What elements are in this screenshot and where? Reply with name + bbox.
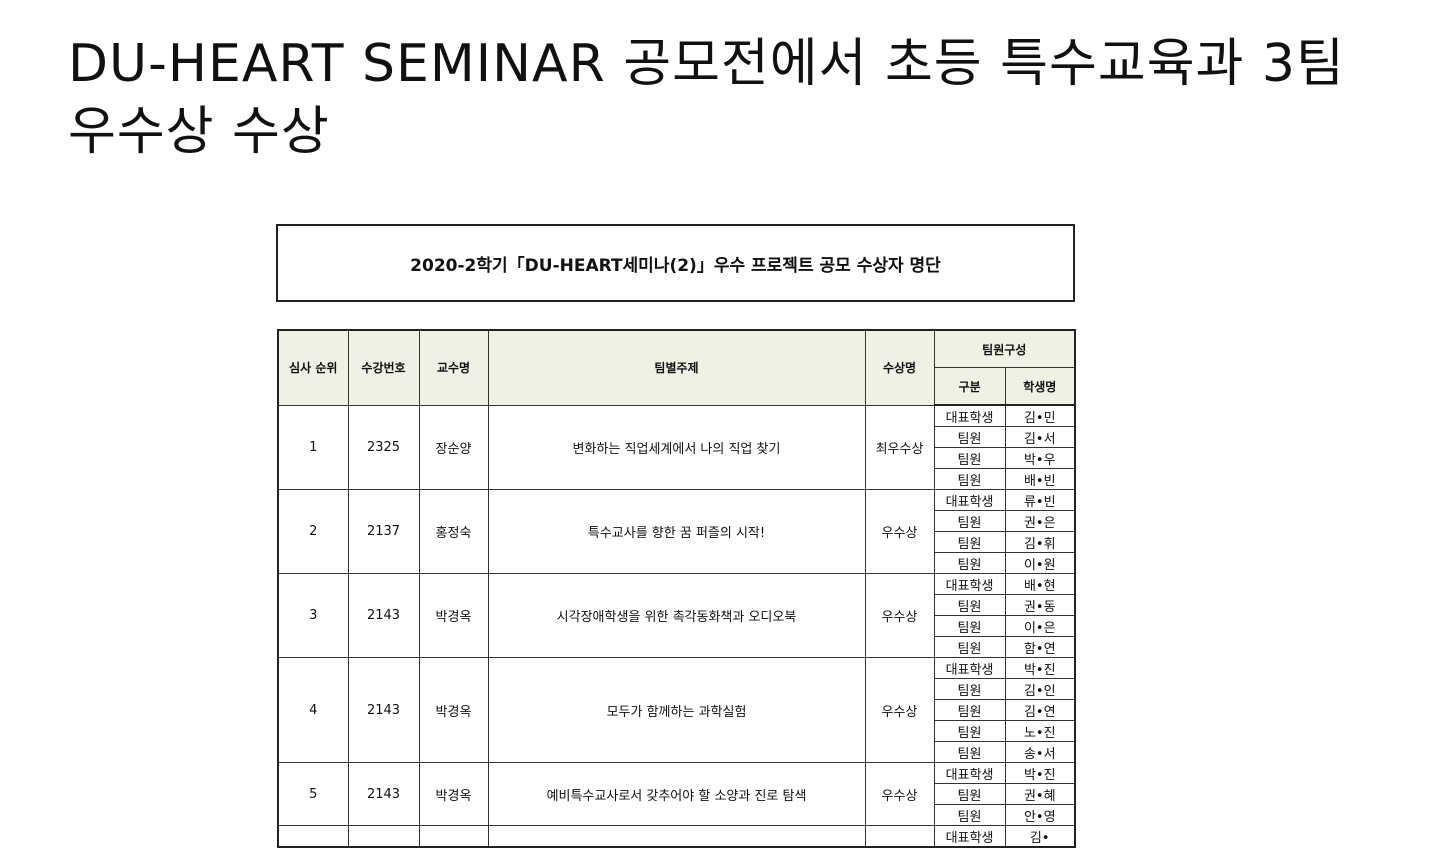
cell-award: 우수상	[864, 657, 935, 763]
table-row: 팀원 김•휘	[278, 531, 1076, 553]
cell-rank: 5	[277, 762, 349, 826]
cell-member-role: 팀원	[933, 426, 1006, 448]
cell-course-no: 2325	[347, 404, 420, 490]
header-award: 수상명	[864, 329, 935, 406]
header-role: 구분	[933, 367, 1006, 406]
cell-rank: 4	[277, 657, 349, 763]
cell-award: 우수상	[864, 489, 935, 574]
cell-award: 최우수상	[864, 404, 935, 490]
cell-member-role: 팀원	[933, 678, 1006, 700]
cell-member-role: 대표학생	[933, 762, 1006, 784]
cell-member-name: 함•연	[1004, 636, 1076, 658]
cell-member-name: 김•연	[1004, 699, 1076, 721]
cell-member-name: 안•영	[1004, 804, 1076, 826]
header-team: 팀원구성	[933, 329, 1076, 368]
table-row: 3 2143 박경옥 시각장애학생을 위한 촉각동화책과 오디오북 우수상 대표학생 배•현	[277, 573, 1076, 658]
table-row: 4 2143 박경옥 모두가 함께하는 과학실험 우수상 대표학생 박•진	[277, 657, 1076, 763]
cell-topic: 모두가 함께하는 과학실험	[487, 657, 866, 763]
cell-topic: 시각장애학생을 위한 촉각동화책과 오디오북	[487, 573, 866, 658]
cell-professor	[418, 825, 489, 848]
cell-course-no: 2137	[347, 489, 420, 574]
cell-member-name: 김•민	[1004, 404, 1076, 427]
cell-course-no: 2143	[347, 762, 420, 826]
cell-member-role: 팀원	[933, 783, 1006, 805]
cell-member-role: 대표학생	[933, 404, 1006, 427]
cell-professor: 홍정숙	[418, 489, 489, 574]
cell-member-role: 대표학생	[933, 489, 1006, 511]
cell-topic	[487, 825, 866, 848]
cell-member-role: 대표학생	[933, 573, 1006, 595]
cell-member-name: 박•진	[1004, 657, 1076, 679]
cell-member-name: 박•우	[1004, 447, 1076, 469]
cell-member-name: 권•동	[1004, 594, 1076, 616]
cell-member-name: 송•서	[1004, 741, 1076, 763]
cell-topic: 특수교사를 향한 꿈 퍼즐의 시작!	[487, 489, 866, 574]
cell-topic: 예비특수교사로서 갖추어야 할 소양과 진로 탐색	[487, 762, 866, 826]
cell-member-role: 팀원	[933, 552, 1006, 574]
table-row: 5 2143 박경옥 예비특수교사로서 갖추어야 할 소양과 진로 탐색 우수상 대표학생…	[277, 762, 1076, 826]
cell-member-role: 팀원	[933, 468, 1006, 490]
cell-member-name: 김•인	[1004, 678, 1076, 700]
cell-member-role: 팀원	[933, 447, 1006, 469]
table-row: 2 2137 홍정숙 특수교사를 향한 꿈 퍼즐의 시작! 우수상 대표학생 류•빈	[277, 489, 1076, 574]
cell-member-name: 배•빈	[1004, 468, 1076, 490]
cell-award: 우수상	[864, 762, 935, 826]
cell-member-role: 팀원	[933, 636, 1006, 658]
cell-member-role: 팀원	[933, 531, 1006, 553]
header-topic: 팀별주제	[487, 329, 866, 406]
cell-course-no: 2143	[347, 573, 420, 658]
table-row: 대표학생 김•	[277, 825, 1076, 848]
cell-member-role: 팀원	[933, 741, 1006, 763]
table-body: 1 2325 장순양 변화하는 직업세계에서 나의 직업 찾기 최우수상 대표학생 김•민 팀…	[277, 404, 1076, 848]
cell-member-role: 팀원	[933, 594, 1006, 616]
table-row: 팀원 송•서	[278, 741, 1076, 763]
table-row: 팀원 배•빈	[278, 468, 1076, 490]
cell-member-name: 배•현	[1004, 573, 1076, 595]
cell-rank	[277, 825, 349, 848]
cell-member-role: 팀원	[933, 615, 1006, 637]
page-headline: DU-HEART SEMINAR 공모전에서 초등 특수교육과 3팀 우수상 수…	[68, 34, 1345, 162]
cell-rank: 3	[277, 573, 349, 658]
table-caption: 2020-2학기「DU-HEART세미나(2)」우수 프로젝트 공모 수상자 명…	[276, 224, 1075, 302]
cell-member-role: 팀원	[933, 699, 1006, 721]
table-row: 팀원 김•인	[278, 678, 1076, 700]
cell-member-name: 김•서	[1004, 426, 1076, 448]
cell-member-role: 대표학생	[933, 825, 1006, 848]
table-row: 팀원 함•연	[278, 636, 1076, 658]
header-rank: 심사 순위	[277, 329, 349, 406]
cell-professor: 박경옥	[418, 762, 489, 826]
header-course-no: 수강번호	[347, 329, 420, 406]
cell-professor: 장순양	[418, 404, 489, 490]
cell-course-no: 2143	[347, 657, 420, 763]
cell-member-name: 이•원	[1004, 552, 1076, 574]
cell-member-name: 노•진	[1004, 720, 1076, 742]
table-row: 팀원 이•은	[278, 615, 1076, 637]
cell-member-name: 권•혜	[1004, 783, 1076, 805]
cell-member-name: 김•	[1004, 825, 1076, 848]
table-row: 팀원 안•영	[278, 804, 1076, 826]
cell-rank: 1	[277, 404, 349, 490]
cell-course-no	[347, 825, 420, 848]
cell-rank: 2	[277, 489, 349, 574]
award-table: 심사 순위 수강번호 교수명 팀별주제 수상명 팀원구성 구분 학생명 1 232…	[277, 329, 1076, 848]
header-professor: 교수명	[418, 329, 489, 406]
cell-award: 우수상	[864, 573, 935, 658]
table-row: 팀원 권•동	[278, 594, 1076, 616]
cell-award	[864, 825, 935, 848]
cell-member-name: 권•은	[1004, 510, 1076, 532]
cell-member-name: 김•휘	[1004, 531, 1076, 553]
cell-member-name: 박•진	[1004, 762, 1076, 784]
cell-member-role: 팀원	[933, 804, 1006, 826]
cell-topic: 변화하는 직업세계에서 나의 직업 찾기	[487, 404, 866, 490]
cell-member-role: 팀원	[933, 720, 1006, 742]
cell-member-role: 대표학생	[933, 657, 1006, 679]
header-student: 학생명	[1004, 367, 1076, 406]
cell-professor: 박경옥	[418, 657, 489, 763]
cell-member-name: 류•빈	[1004, 489, 1076, 511]
cell-professor: 박경옥	[418, 573, 489, 658]
table-row: 팀원 김•연	[278, 699, 1076, 721]
cell-member-name: 이•은	[1004, 615, 1076, 637]
table-row: 1 2325 장순양 변화하는 직업세계에서 나의 직업 찾기 최우수상 대표학생 김•민	[277, 404, 1076, 490]
cell-member-role: 팀원	[933, 510, 1006, 532]
